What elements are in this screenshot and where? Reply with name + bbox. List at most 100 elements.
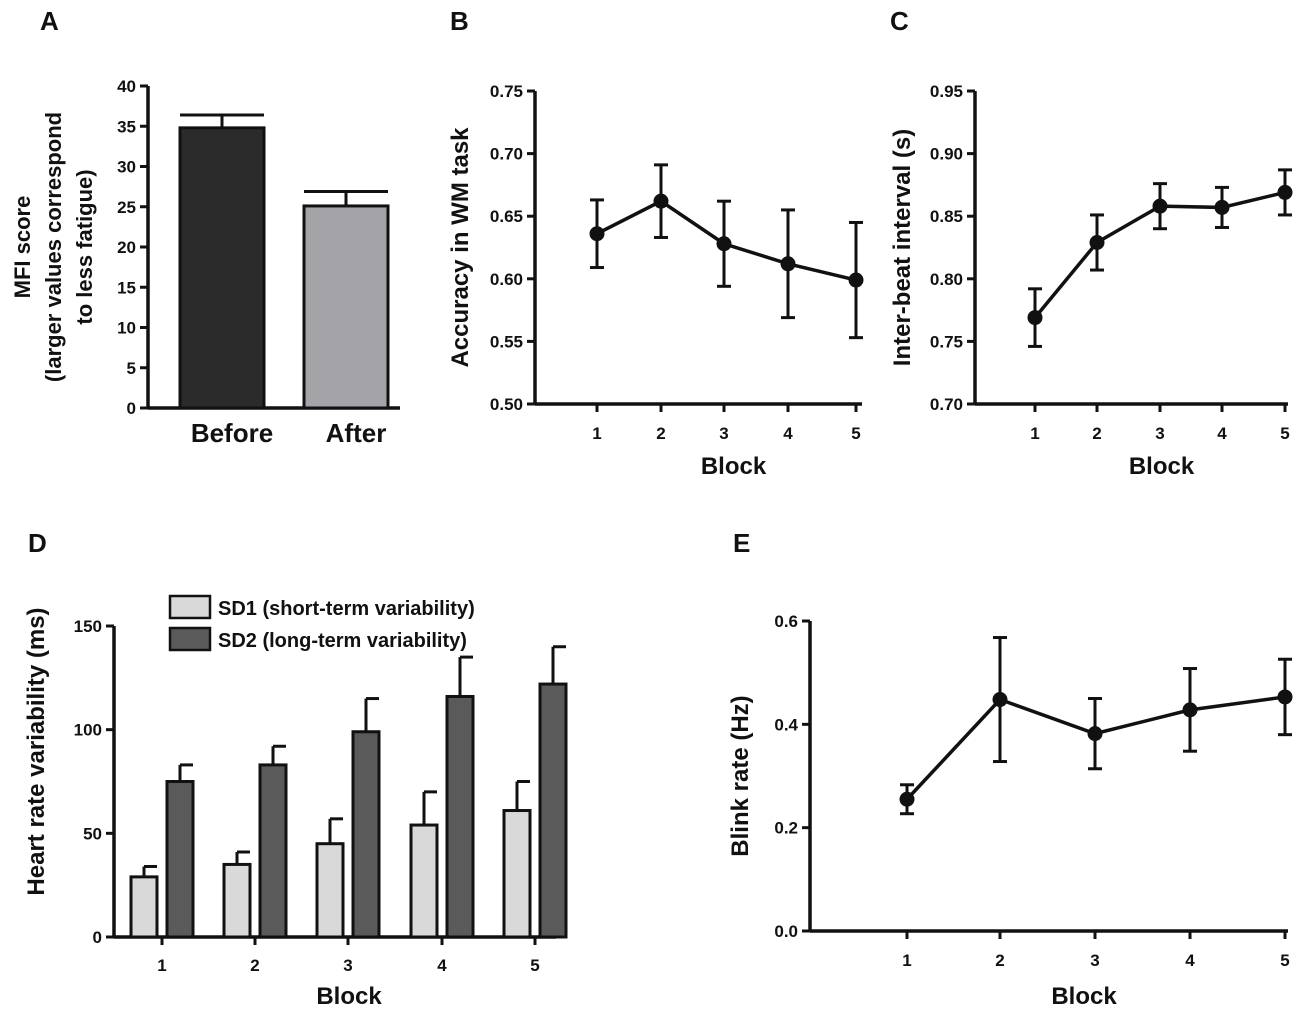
panel-c-y-tick-label: 0.90: [930, 145, 963, 164]
panel-d-bar-sd2: [258, 763, 288, 939]
panel-letter-e: E: [733, 528, 750, 558]
panel-c-y-tick-label: 0.85: [930, 207, 963, 226]
panel-c-y-tick-label: 0.70: [930, 395, 963, 414]
panel-d-bar-sd1: [129, 875, 159, 939]
panel-d-x-axis-title: Block: [316, 983, 382, 1010]
panel-e-y-tick-label: 0.0: [774, 922, 798, 941]
panel-b-y-tick-label: 0.50: [490, 395, 523, 414]
panel-c: C 0.70 0.75 0.80 0.85 0.90 0.95 1 2 3 4 5 Block Inter…: [889, 6, 1293, 480]
panel-c-data-point: [1027, 310, 1043, 326]
panel-c-x-tick-label: 2: [1092, 424, 1101, 443]
panel-d-bar-sd2: [538, 682, 568, 939]
panel-letter-a: A: [40, 6, 59, 36]
panel-b-x-tick-label: 1: [592, 424, 601, 443]
panel-a-y-axis-title: (larger values correspond: [41, 112, 66, 382]
panel-d-y-axis-title: Heart rate variability (ms): [23, 607, 50, 895]
panel-b-x-tick-label: 5: [851, 424, 860, 443]
panel-c-x-tick-label: 1: [1030, 424, 1039, 443]
panel-a-y-tick-label: 35: [117, 117, 136, 136]
panel-a: A 0 5 10 15 20 25 30 35 40 Before After MFI score (la…: [10, 6, 400, 448]
panel-e: E 0.0 0.2 0.4 0.6 1 2 3 4 5 Block Blink rate (Hz): [727, 528, 1293, 1010]
panel-d-bar-sd1: [409, 823, 439, 939]
panel-a-y-tick-label: 30: [117, 158, 136, 177]
panel-b-x-tick-label: 4: [783, 424, 793, 443]
panel-d-x-tick-label: 1: [157, 956, 166, 975]
panel-e-data-point: [992, 692, 1008, 708]
panel-b-x-tick-label: 3: [719, 424, 728, 443]
panel-d: D 0 50 100 150 1 2 3 4 5 SD1 (short-term variabili…: [23, 528, 568, 1010]
panel-e-data-point: [1087, 726, 1103, 742]
panel-d-legend-swatch-sd2: [168, 626, 212, 652]
panel-d-y-tick-label: 150: [74, 617, 102, 636]
panel-b-x-tick-label: 2: [656, 424, 665, 443]
panel-c-data-point: [1277, 184, 1293, 200]
panel-a-y-tick-label: 20: [117, 238, 136, 257]
panel-a-category-label: Before: [191, 418, 273, 448]
panel-letter-d: D: [28, 528, 47, 558]
panel-d-x-tick-label: 4: [437, 956, 447, 975]
panel-d-x-tick-label: 5: [530, 956, 539, 975]
panel-d-bar-sd2: [165, 780, 195, 939]
panel-b-y-tick-label: 0.70: [490, 145, 523, 164]
panel-c-y-tick-label: 0.75: [930, 332, 963, 351]
panel-b-x-axis-title: Block: [701, 453, 767, 480]
panel-b-y-tick-label: 0.60: [490, 270, 523, 289]
panel-d-x-tick-label: 3: [343, 956, 352, 975]
panel-e-y-axis-title: Blink rate (Hz): [727, 695, 754, 856]
panel-a-y-axis-title: to less fatigue): [72, 169, 97, 324]
panel-e-data-point: [1182, 702, 1198, 718]
panel-b-y-tick-label: 0.75: [490, 82, 523, 101]
panel-d-bar-sd1: [502, 809, 532, 939]
panel-b-data-point: [589, 226, 605, 242]
panel-c-x-axis-title: Block: [1129, 453, 1195, 480]
panel-d-y-tick-label: 100: [74, 721, 102, 740]
panel-e-y-tick-label: 0.4: [774, 715, 798, 734]
panel-d-bar-sd2: [445, 694, 475, 939]
panel-b-y-axis-title: Accuracy in WM task: [447, 127, 474, 368]
panel-e-y-tick-label: 0.2: [774, 819, 798, 838]
panel-letter-b: B: [450, 6, 469, 36]
panel-a-bar-after: [302, 204, 390, 410]
panel-a-bar-before: [178, 126, 266, 410]
panel-d-x-tick-label: 2: [250, 956, 259, 975]
panel-a-y-tick-label: 40: [117, 77, 136, 96]
panel-d-bar-sd1: [315, 842, 345, 939]
panel-c-y-tick-label: 0.95: [930, 82, 963, 101]
panel-a-category-label: After: [326, 418, 387, 448]
panel-a-y-tick-label: 25: [117, 198, 136, 217]
panel-c-y-tick-label: 0.80: [930, 270, 963, 289]
panel-a-y-tick-label: 0: [127, 399, 136, 418]
panel-c-x-tick-label: 5: [1280, 424, 1289, 443]
panel-d-bar-sd1: [222, 862, 252, 939]
panel-b-data-point: [780, 256, 796, 272]
panel-d-legend-swatch-sd1: [168, 594, 212, 620]
panel-c-x-tick-label: 4: [1217, 424, 1227, 443]
panel-e-x-tick-label: 1: [902, 951, 911, 970]
panel-a-y-tick-label: 15: [117, 278, 136, 297]
panel-a-y-tick-label: 5: [127, 359, 136, 378]
panel-e-data-point: [899, 791, 915, 807]
panel-d-bar-sd2: [351, 730, 381, 939]
panel-d-legend-label: SD1 (short-term variability): [218, 598, 475, 620]
panel-c-data-point: [1152, 198, 1168, 214]
panel-a-y-tick-label: 10: [117, 319, 136, 338]
panel-e-x-tick-label: 5: [1280, 951, 1289, 970]
panel-a-y-axis-title: MFI score: [10, 196, 35, 299]
panel-e-y-tick-label: 0.6: [774, 612, 798, 631]
panel-d-y-tick-label: 0: [93, 928, 102, 947]
panel-d-legend-label: SD2 (long-term variability): [218, 630, 467, 652]
panel-c-data-point: [1214, 199, 1230, 215]
panel-b-data-point: [716, 236, 732, 252]
panel-c-x-tick-label: 3: [1155, 424, 1164, 443]
panel-e-x-tick-label: 3: [1090, 951, 1099, 970]
panel-e-x-axis-title: Block: [1051, 983, 1117, 1010]
panel-b: B 0.50 0.55 0.60 0.65 0.70 0.75 1 2 3 4 5 Block Accur…: [447, 6, 864, 480]
panel-e-x-tick-label: 4: [1185, 951, 1195, 970]
panel-letter-c: C: [890, 6, 909, 36]
panel-c-y-axis-title: Inter-beat interval (s): [889, 129, 916, 366]
panel-c-data-point: [1089, 234, 1105, 250]
panel-e-data-point: [1277, 689, 1293, 705]
panel-b-y-tick-label: 0.65: [490, 207, 523, 226]
panel-b-y-tick-label: 0.55: [490, 332, 523, 351]
